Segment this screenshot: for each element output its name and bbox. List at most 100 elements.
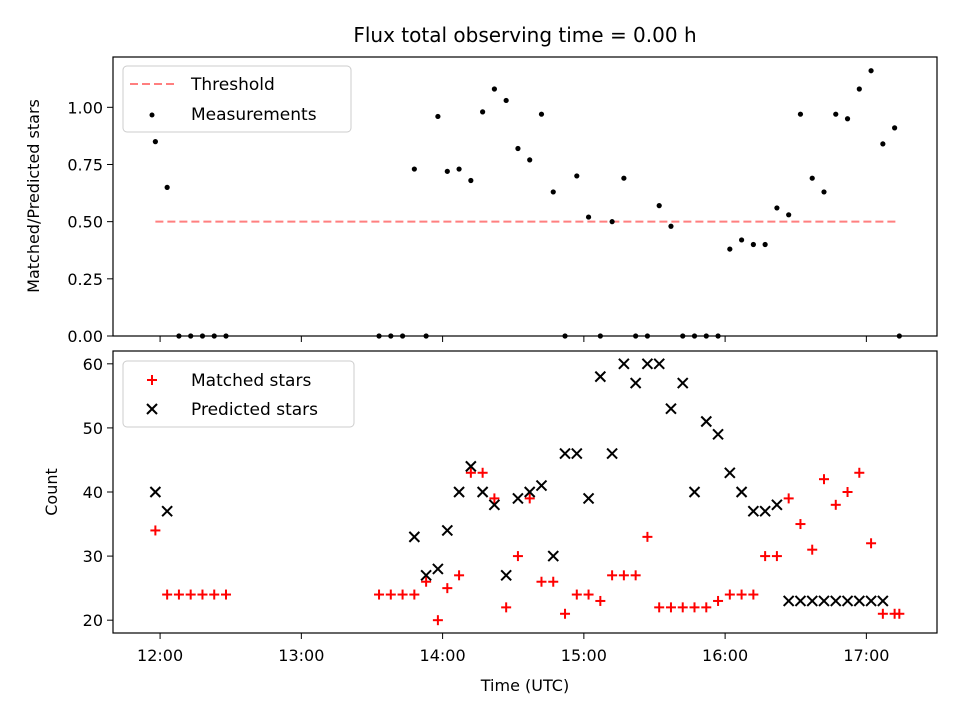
top-y-tick-label: 1.00 bbox=[67, 98, 103, 117]
measurement-point bbox=[480, 109, 486, 115]
predicted-stars-series bbox=[149, 358, 889, 607]
measurement-point bbox=[868, 68, 874, 74]
measurement-point bbox=[821, 189, 827, 195]
matched-star-point bbox=[162, 589, 173, 600]
measurement-point bbox=[668, 223, 674, 229]
bottom-x-tick-label: 16:00 bbox=[702, 646, 748, 665]
predicted-star-point bbox=[759, 505, 771, 517]
predicted-star-point bbox=[582, 492, 595, 505]
measurement-point bbox=[656, 203, 662, 209]
predicted-star-point bbox=[771, 499, 783, 511]
top-y-ticks: 0.00 0.25 0.50 0.75 1.00 bbox=[67, 98, 113, 346]
matched-star-point bbox=[150, 525, 161, 536]
predicted-star-point bbox=[735, 486, 748, 498]
top-x-ticks bbox=[159, 336, 867, 342]
predicted-star-point bbox=[594, 370, 607, 383]
predicted-star-point bbox=[641, 358, 654, 370]
matched-star-point bbox=[607, 570, 618, 581]
matched-star-point bbox=[454, 570, 465, 581]
matched-star-point bbox=[385, 589, 396, 600]
matched-star-point bbox=[866, 538, 877, 549]
predicted-star-point bbox=[618, 358, 630, 370]
bottom-y-tick-label: 20 bbox=[83, 611, 103, 630]
top-panel: Flux total observing time = 0.00 h 0.000… bbox=[24, 23, 938, 346]
bottom-x-tick-label: 15:00 bbox=[561, 646, 607, 665]
matched-star-point bbox=[185, 589, 196, 600]
matched-star-point bbox=[854, 467, 865, 478]
predicted-star-point bbox=[488, 499, 501, 511]
bottom-y-tick-label: 40 bbox=[83, 483, 103, 502]
predicted-star-point bbox=[830, 595, 842, 607]
predicted-star-point bbox=[535, 479, 548, 492]
matched-star-point bbox=[736, 589, 747, 600]
predicted-star-point bbox=[432, 563, 444, 575]
legend-matched-swatch bbox=[147, 375, 157, 385]
chart-title: Flux total observing time = 0.00 h bbox=[353, 23, 696, 47]
legend-predicted-label: Predicted stars bbox=[191, 400, 318, 420]
predicted-star-point bbox=[712, 428, 724, 441]
matched-star-point bbox=[477, 467, 488, 478]
measurement-point bbox=[809, 175, 815, 181]
matched-star-point bbox=[630, 570, 641, 581]
predicted-star-point bbox=[677, 377, 689, 389]
matched-star-point bbox=[209, 589, 220, 600]
predicted-star-point bbox=[818, 595, 830, 607]
measurement-point bbox=[797, 111, 804, 117]
matched-star-point bbox=[894, 608, 905, 619]
matched-star-point bbox=[397, 589, 408, 600]
predicted-star-point bbox=[853, 595, 866, 607]
measurement-point bbox=[738, 237, 745, 243]
predicted-star-point bbox=[500, 569, 512, 582]
bottom-plot-frame bbox=[112, 350, 938, 634]
predicted-star-point bbox=[747, 505, 760, 517]
matched-star-point bbox=[818, 474, 829, 485]
bottom-x-tick-label: 12:00 bbox=[137, 646, 183, 665]
matched-star-point bbox=[771, 551, 782, 562]
matched-star-point bbox=[221, 589, 232, 600]
matched-star-point bbox=[724, 589, 735, 600]
matched-star-point bbox=[432, 615, 443, 626]
predicted-star-point bbox=[524, 486, 536, 498]
predicted-star-point bbox=[841, 595, 854, 607]
matched-star-point bbox=[465, 467, 476, 478]
matched-star-point bbox=[374, 589, 385, 600]
measurements-series bbox=[152, 68, 902, 339]
matched-star-point bbox=[197, 589, 208, 600]
predicted-star-point bbox=[877, 595, 889, 607]
matched-star-point bbox=[842, 487, 853, 497]
predicted-star-point bbox=[794, 595, 807, 607]
measurement-point bbox=[750, 241, 756, 248]
top-y-tick-label: 0.00 bbox=[67, 327, 103, 346]
legend-matched-label: Matched stars bbox=[191, 371, 311, 391]
predicted-star-point bbox=[161, 505, 173, 517]
measurement-point bbox=[444, 168, 450, 174]
matched-star-point bbox=[421, 576, 432, 587]
x-axis-label: Time (UTC) bbox=[480, 676, 569, 695]
matched-star-point bbox=[677, 602, 688, 613]
predicted-star-point bbox=[806, 595, 818, 607]
bottom-y-tick-label: 30 bbox=[83, 547, 103, 566]
matched-star-point bbox=[830, 499, 841, 510]
measurement-point bbox=[152, 139, 158, 145]
measurement-point bbox=[856, 86, 862, 92]
predicted-star-point bbox=[629, 377, 642, 389]
predicted-star-point bbox=[559, 447, 571, 460]
measurement-point bbox=[164, 184, 170, 190]
top-plot-frame bbox=[112, 56, 938, 337]
matched-star-point bbox=[748, 589, 759, 600]
matched-star-point bbox=[760, 551, 771, 562]
bottom-panel: 20 30 40 50 60 12:00 13:00 14:00 15:00 16:00 17:0… bbox=[42, 350, 938, 695]
predicted-star-point bbox=[665, 402, 677, 415]
measurement-point bbox=[621, 175, 627, 181]
predicted-star-point bbox=[453, 486, 465, 498]
measurement-point bbox=[727, 246, 733, 252]
legend-threshold-label: Threshold bbox=[190, 75, 275, 95]
predicted-star-point bbox=[571, 447, 583, 460]
measurement-point bbox=[515, 145, 521, 152]
predicted-star-point bbox=[465, 460, 477, 473]
bottom-y-tick-label: 50 bbox=[83, 419, 103, 438]
measurement-point bbox=[892, 125, 898, 131]
predicted-star-point bbox=[606, 447, 618, 460]
predicted-star-point bbox=[865, 595, 877, 607]
predicted-star-point bbox=[441, 524, 454, 537]
